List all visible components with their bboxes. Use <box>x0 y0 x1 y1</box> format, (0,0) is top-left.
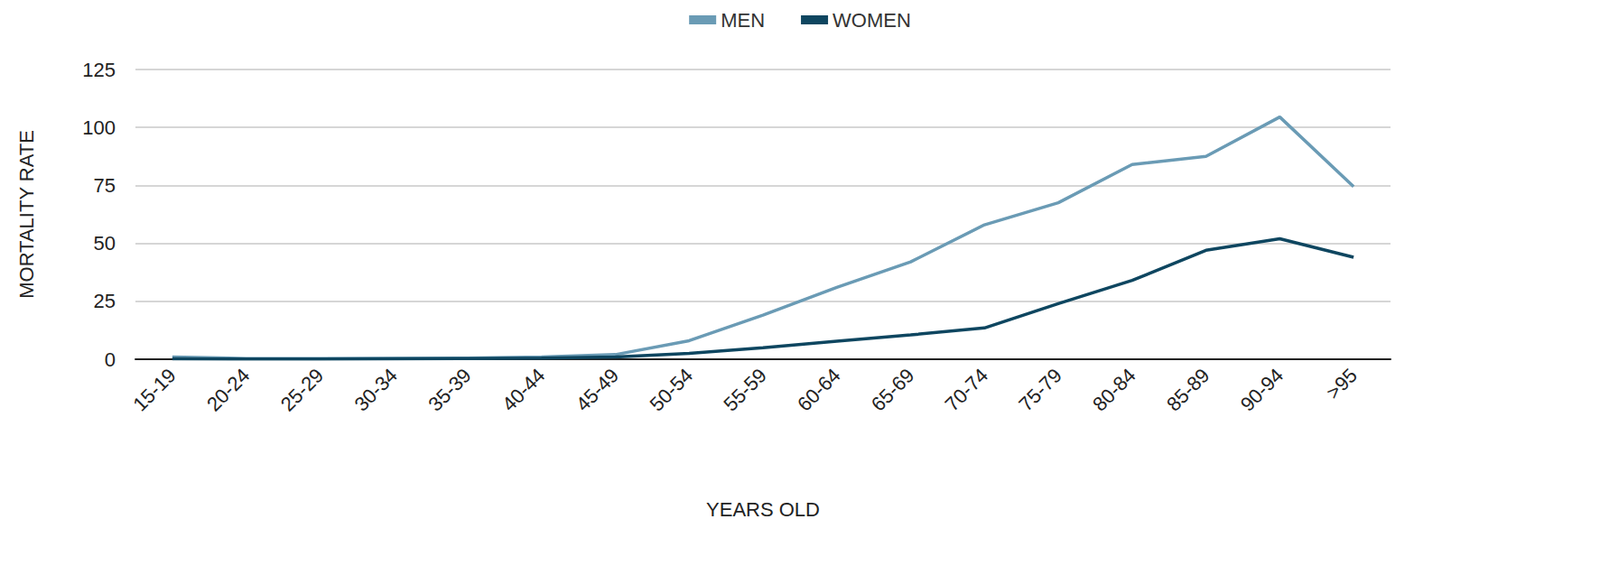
svg-text:MEN: MEN <box>720 9 765 32</box>
svg-text:15-19: 15-19 <box>128 363 180 416</box>
svg-text:100: 100 <box>82 116 116 140</box>
svg-text:WOMEN: WOMEN <box>832 9 912 32</box>
svg-text:50-54: 50-54 <box>645 363 698 416</box>
svg-text:25-29: 25-29 <box>276 363 328 416</box>
svg-text:65-69: 65-69 <box>866 363 919 416</box>
svg-text:0: 0 <box>104 348 116 372</box>
svg-text:80-84: 80-84 <box>1088 363 1140 416</box>
svg-text:50: 50 <box>93 232 116 255</box>
svg-text:20-24: 20-24 <box>202 363 254 416</box>
svg-text:85-89: 85-89 <box>1162 363 1214 416</box>
svg-text:75-79: 75-79 <box>1013 363 1066 416</box>
svg-text:>95: >95 <box>1321 363 1362 404</box>
svg-text:45-49: 45-49 <box>571 363 624 416</box>
svg-text:YEARS OLD: YEARS OLD <box>706 498 820 521</box>
svg-text:25: 25 <box>93 289 116 313</box>
svg-text:40-44: 40-44 <box>497 363 549 416</box>
svg-text:MORTALITY RATE: MORTALITY RATE <box>15 130 38 299</box>
svg-text:35-39: 35-39 <box>423 363 475 416</box>
svg-text:55-59: 55-59 <box>718 363 771 416</box>
svg-text:90-94: 90-94 <box>1236 363 1288 416</box>
svg-text:70-74: 70-74 <box>940 363 993 416</box>
svg-text:60-64: 60-64 <box>792 363 845 416</box>
svg-text:125: 125 <box>82 58 116 82</box>
svg-text:75: 75 <box>93 174 116 197</box>
svg-text:30-34: 30-34 <box>350 363 402 416</box>
